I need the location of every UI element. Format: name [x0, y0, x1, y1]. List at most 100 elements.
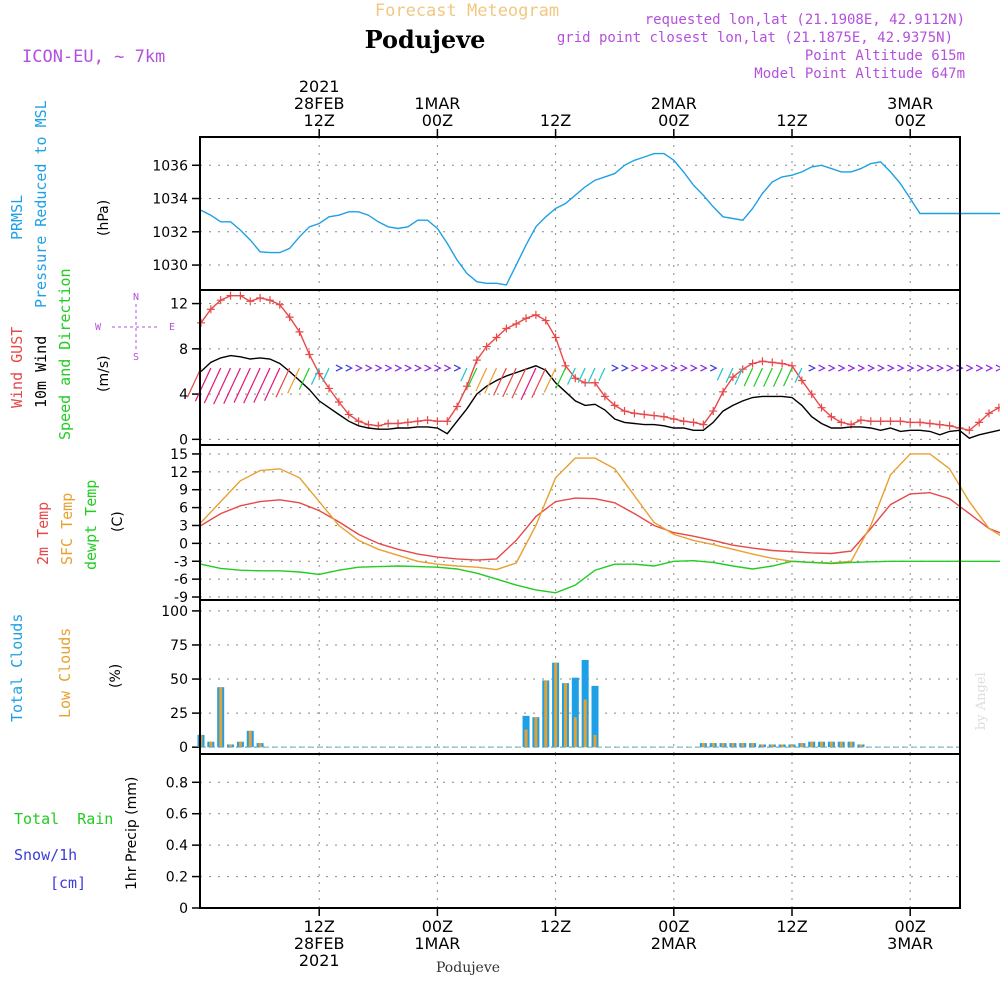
gust-marker: [403, 418, 412, 427]
y-tick-label: 8: [179, 342, 188, 358]
bottom-time-label: 00Z: [895, 917, 926, 936]
gust-marker: [265, 296, 274, 305]
gust-marker: [719, 387, 728, 396]
gust-marker: [325, 384, 334, 393]
gust-marker: [669, 414, 678, 423]
gust-marker: [226, 291, 235, 300]
wind-arrow: [484, 367, 498, 394]
wind-units: (m/s): [96, 355, 112, 392]
gust-marker: [758, 357, 767, 366]
gust-marker: [492, 333, 501, 342]
wind-arrow: [946, 364, 954, 372]
gust-marker: [295, 327, 304, 336]
gust-marker: [206, 305, 215, 314]
gust-marker: [886, 417, 895, 426]
dewpt-temp-line: [200, 559, 1000, 594]
wind-arrow: [531, 367, 547, 399]
gust-marker: [620, 407, 629, 416]
low-cloud-bar: [229, 744, 233, 748]
gust-marker: [817, 403, 826, 412]
wind-arrow: [772, 367, 783, 387]
wind-arrow: [753, 367, 763, 387]
low-cloud-bar: [770, 744, 774, 748]
wind-arrow: [275, 367, 291, 398]
grid-point-coords: grid point closest lon,lat (21.1875E, 42…: [557, 30, 953, 46]
gust-marker: [728, 373, 737, 382]
precip-ylabel: 1hr Precip (mm): [124, 777, 140, 890]
wind-arrow: [897, 364, 905, 372]
low-cloud-bar: [238, 741, 242, 748]
wind-arrow: [700, 364, 708, 372]
gust-marker: [531, 310, 540, 319]
temp-units: (C): [110, 511, 126, 532]
wind-arrow: [670, 364, 679, 372]
gust-marker: [354, 417, 363, 426]
wind-arrow: [808, 364, 817, 372]
wind-arrow: [194, 367, 212, 402]
y-tick-label: 100: [161, 604, 188, 620]
low-cloud-bar: [820, 741, 824, 748]
gust-marker: [305, 350, 314, 359]
pressure-units: (hPa): [96, 200, 112, 236]
model-altitude: Model Point Altitude 647m: [754, 66, 965, 82]
gust-marker: [965, 426, 974, 435]
10m-wind-line: [200, 354, 1000, 439]
low-cloud-bar: [800, 743, 804, 748]
y-tick-label: 15: [170, 447, 188, 463]
compass-west: W: [95, 322, 102, 333]
snow-label: Snow/1h: [14, 846, 77, 864]
wind-arrow: [233, 367, 251, 403]
gust-marker: [472, 356, 481, 365]
low-cloud-bar: [701, 743, 705, 748]
y-tick-label: 0: [179, 740, 188, 756]
wind-arrow: [253, 367, 271, 403]
gust-marker: [512, 319, 521, 328]
gust-marker: [462, 382, 471, 391]
wind-direction-label: Speed and Direction: [56, 268, 74, 440]
wind-arrow: [725, 367, 734, 383]
low-cloud-bar: [741, 743, 745, 748]
wind-arrow: [511, 367, 527, 399]
pressure-panel: 1030 1032 1034 1036: [152, 129, 1000, 291]
low-cloud-bar: [721, 743, 725, 748]
total-clouds-label: Total Clouds: [8, 614, 26, 722]
wind-arrow: [434, 364, 442, 372]
wind-arrow: [985, 364, 994, 372]
y-tick-label: 50: [170, 672, 188, 688]
y-tick-label: 25: [170, 706, 188, 722]
wind-arrow: [794, 367, 803, 383]
gust-marker: [433, 417, 442, 426]
low-cloud-bar: [563, 683, 567, 748]
low-cloud-bar: [839, 741, 843, 748]
gust-marker: [453, 402, 462, 411]
top-time-label: 00Z: [658, 111, 689, 130]
gust-marker: [334, 398, 343, 407]
y-tick-label: 12: [170, 297, 188, 313]
wind-arrow: [611, 364, 620, 372]
top-time-label: 12Z: [540, 111, 571, 130]
y-tick-label: -9: [174, 590, 188, 606]
bottom-time-label: 00Z: [658, 917, 689, 936]
y-tick-label: 75: [170, 638, 188, 654]
wind-arrow: [660, 364, 669, 372]
gust-marker: [778, 359, 787, 368]
bottom-time-label: 00Z: [422, 917, 453, 936]
y-tick-label: 9: [179, 483, 188, 499]
wind-arrow: [837, 364, 846, 372]
gust-marker: [916, 418, 925, 427]
wind-arrow: [598, 367, 606, 381]
gust-marker: [935, 420, 944, 429]
bottom-time-label: 2021: [299, 951, 340, 970]
y-tick-label: 6: [179, 501, 188, 517]
wind-arrow: [384, 364, 393, 372]
wind-arrow: [404, 364, 413, 372]
wind-arrow: [887, 364, 895, 372]
y-tick-label: 12: [170, 465, 188, 481]
wind-arrow: [460, 367, 468, 382]
low-cloud-bar: [219, 687, 223, 748]
gust-marker: [689, 418, 698, 427]
gust-marker: [541, 316, 550, 325]
dewpt-label: dewpt Temp: [82, 480, 100, 570]
low-cloud-bar: [751, 743, 755, 748]
